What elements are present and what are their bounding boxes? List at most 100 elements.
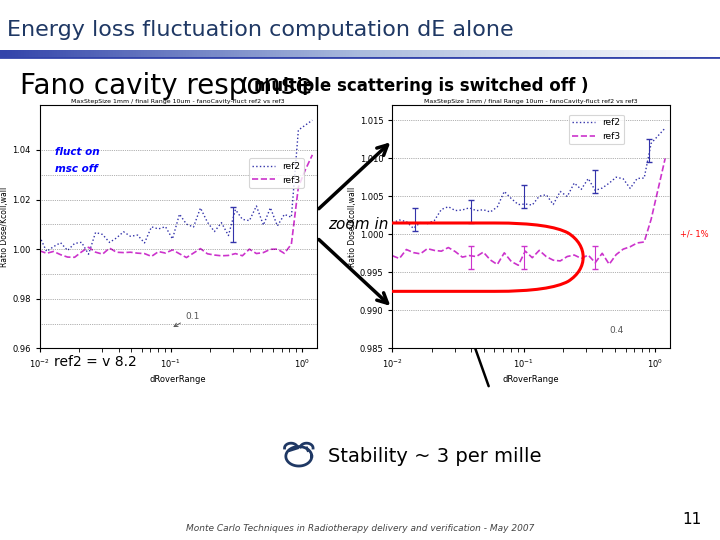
Text: Stability ~ 3 per mille: Stability ~ 3 per mille — [328, 447, 541, 466]
ref3 — [402, 246, 410, 253]
ref3 — [77, 248, 86, 255]
ref3 — [507, 258, 516, 265]
ref3 — [238, 253, 247, 259]
ref3 — [175, 251, 184, 257]
ref2 — [647, 140, 655, 146]
ref2 — [273, 222, 282, 229]
ref3 — [49, 248, 58, 255]
ref3 — [280, 250, 289, 256]
Title: MaxStepSize 1mm / final Range 10um - fanoCavity-fluct ref2 vs ref3: MaxStepSize 1mm / final Range 10um - fan… — [424, 98, 638, 104]
Legend: ref2, ref3: ref2, ref3 — [249, 158, 304, 188]
Line: ref2: ref2 — [392, 128, 665, 228]
ref3 — [210, 252, 219, 258]
ref3 — [301, 166, 310, 173]
Text: +/- 1%: +/- 1% — [680, 230, 708, 239]
ref2 — [444, 204, 453, 210]
ref3 — [437, 248, 446, 254]
X-axis label: dRoverRange: dRoverRange — [150, 375, 207, 384]
ref2 — [91, 230, 100, 236]
Text: fluct on: fluct on — [55, 147, 99, 157]
ref2 — [584, 176, 593, 182]
ref2 — [210, 228, 219, 235]
ref2 — [42, 248, 51, 255]
ref2 — [252, 202, 261, 209]
ref2 — [238, 216, 247, 222]
ref2 — [196, 205, 204, 211]
ref3 — [465, 252, 474, 259]
ref2 — [203, 219, 212, 226]
ref3 — [161, 250, 170, 256]
ref2 — [640, 175, 649, 181]
ref3 — [409, 249, 418, 256]
ref2 — [63, 247, 72, 254]
ref3 — [56, 252, 65, 258]
ref2 — [549, 201, 557, 208]
ref3 — [591, 259, 600, 266]
Text: 11: 11 — [683, 512, 702, 527]
ref2 — [493, 204, 502, 210]
ref2 — [402, 218, 410, 225]
ref2 — [465, 205, 474, 211]
ref2 — [612, 174, 621, 180]
ref2 — [147, 224, 156, 230]
ref3 — [514, 262, 523, 268]
ref2 — [654, 132, 662, 139]
ref2 — [507, 195, 516, 202]
ref3 — [189, 250, 198, 256]
ref2 — [556, 188, 564, 195]
ref3 — [619, 246, 628, 252]
ref3 — [493, 261, 502, 268]
Title: MaxStepSize 1mm / final Range 10um - fanoCavity-fluct ref2 vs ref3: MaxStepSize 1mm / final Range 10um - fan… — [71, 98, 285, 104]
ref2 — [71, 240, 79, 247]
ref3 — [500, 249, 508, 256]
ref2 — [542, 192, 551, 198]
ref3 — [430, 247, 438, 254]
ref3 — [259, 249, 268, 256]
ref2 — [280, 211, 289, 218]
ref3 — [423, 245, 432, 252]
ref2 — [189, 224, 198, 230]
Text: Energy loss fluctuation computation dE alone: Energy loss fluctuation computation dE a… — [7, 19, 514, 40]
ref2 — [577, 186, 585, 193]
ref2 — [437, 206, 446, 213]
Text: ref2 = v 8.2: ref2 = v 8.2 — [54, 355, 137, 369]
Text: 0.4: 0.4 — [609, 326, 624, 335]
ref3 — [120, 249, 128, 256]
ref2 — [416, 219, 425, 226]
ref3 — [395, 255, 404, 262]
ref2 — [521, 201, 530, 207]
Y-axis label: Ratio Dose/Kcoll,wall: Ratio Dose/Kcoll,wall — [348, 187, 357, 267]
ref3 — [661, 155, 670, 161]
ref2 — [301, 122, 310, 129]
ref3 — [147, 253, 156, 260]
ref2 — [500, 188, 508, 195]
ref2 — [161, 224, 170, 230]
ref3 — [126, 249, 135, 255]
ref3 — [224, 252, 233, 259]
ref3 — [542, 253, 551, 260]
ref3 — [444, 244, 453, 251]
ref2 — [479, 206, 487, 213]
ref3 — [91, 249, 100, 255]
ref3 — [217, 253, 226, 259]
ref3 — [133, 250, 142, 256]
ref2 — [182, 221, 191, 227]
ref2 — [535, 193, 544, 199]
ref2 — [591, 187, 600, 194]
ref3 — [549, 257, 557, 264]
ref3 — [633, 240, 642, 246]
ref2 — [430, 217, 438, 224]
ref3 — [640, 239, 649, 245]
ref3 — [154, 248, 163, 255]
ref3 — [486, 256, 495, 263]
ref2 — [56, 239, 65, 246]
ref3 — [71, 254, 79, 260]
ref2 — [451, 207, 459, 214]
ref3 — [451, 248, 459, 255]
ref2 — [224, 232, 233, 239]
ref2 — [633, 175, 642, 181]
ref2 — [388, 220, 397, 226]
ref3 — [584, 252, 593, 258]
ref2 — [49, 244, 58, 250]
ref2 — [395, 217, 404, 223]
